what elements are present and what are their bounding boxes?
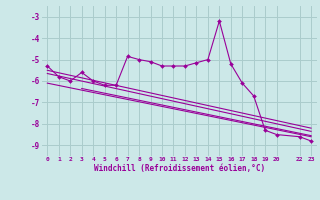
- X-axis label: Windchill (Refroidissement éolien,°C): Windchill (Refroidissement éolien,°C): [94, 164, 265, 173]
